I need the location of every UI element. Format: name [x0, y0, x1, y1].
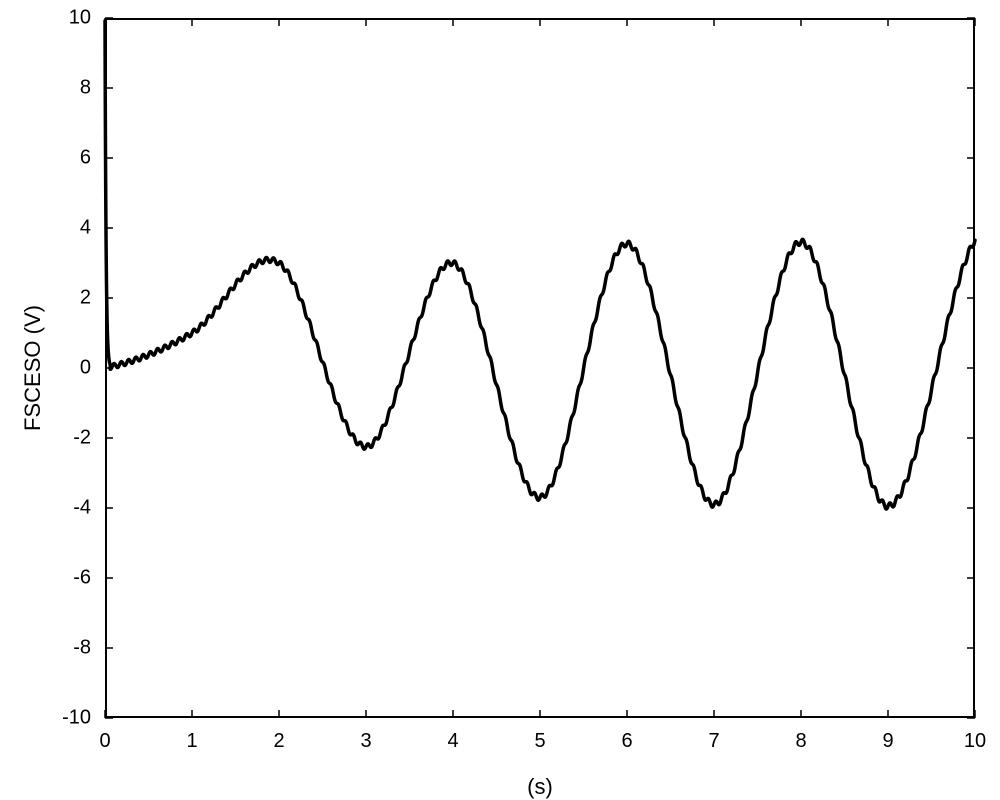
x-tick-label: 5: [534, 730, 545, 753]
plot-svg: [105, 18, 975, 718]
y-tick-label: 2: [80, 287, 91, 310]
x-tick-label: 6: [621, 730, 632, 753]
y-tick-label: 8: [80, 77, 91, 100]
plot-area: [105, 18, 975, 718]
y-tick-label: 6: [80, 147, 91, 170]
x-tick-label: 1: [186, 730, 197, 753]
x-tick-label: 8: [795, 730, 806, 753]
y-tick-label: 0: [80, 357, 91, 380]
y-tick-label: -4: [73, 497, 91, 520]
y-axis-label: FSCESO (V): [20, 305, 46, 431]
y-tick-label: -8: [73, 637, 91, 660]
figure: (s) FSCESO (V) 0 1 2 3 4 5 6 7 8 9 10 -10 -8 -6 -4 -2 0 2…: [0, 0, 1000, 798]
data-series-line: [105, 21, 975, 509]
x-tick-label: 10: [964, 730, 986, 753]
x-tick-label: 4: [447, 730, 458, 753]
y-tick-label: 10: [69, 7, 91, 30]
x-axis-label: (s): [527, 774, 553, 800]
y-tick-label: -2: [73, 427, 91, 450]
x-tick-label: 0: [99, 730, 110, 753]
x-tick-label: 9: [882, 730, 893, 753]
x-tick-label: 2: [273, 730, 284, 753]
y-tick-label: 4: [80, 217, 91, 240]
x-tick-label: 7: [708, 730, 719, 753]
x-tick-label: 3: [360, 730, 371, 753]
y-tick-label: -6: [73, 567, 91, 590]
y-tick-label: -10: [62, 707, 91, 730]
